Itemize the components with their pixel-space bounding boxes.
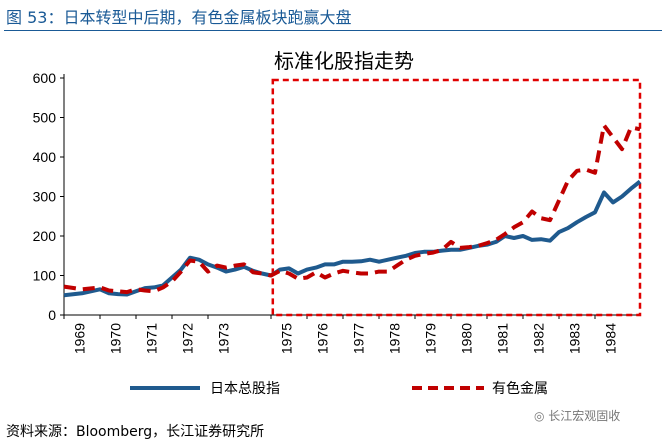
x-tick-label: 1978	[387, 323, 403, 354]
x-tick-label: 1980	[459, 323, 475, 354]
legend-label-japan-index: 日本总股指	[210, 381, 280, 397]
watermark-label: 长江宏观固收	[548, 409, 621, 423]
x-tick-labels: 1969 1970 1971 1972 1973 1975 1976 1977 1978 1979…	[72, 323, 619, 354]
legend-label-nonferrous: 有色金属	[492, 380, 548, 397]
x-tick-label: 1983	[567, 323, 583, 354]
y-tick-label: 100	[33, 268, 57, 284]
x-tick-label: 1969	[72, 323, 88, 354]
x-tick-label: 1982	[531, 323, 547, 354]
axes	[60, 74, 640, 319]
y-tick-labels: 0 100 200 300 400 500 600	[33, 70, 57, 323]
x-tick-label: 1984	[603, 323, 619, 354]
y-tick-label: 200	[33, 228, 57, 244]
x-tick-label: 1981	[495, 323, 511, 354]
chart-title: 标准化股指走势	[274, 49, 414, 73]
series-line-nonferrous	[63, 123, 641, 295]
title-divider	[4, 30, 662, 31]
x-tick-label: 1977	[351, 323, 367, 354]
legend: 日本总股指 有色金属	[130, 380, 548, 397]
series-line-japan-index	[63, 179, 642, 298]
y-tick-label: 500	[33, 110, 57, 126]
y-tick-label: 0	[48, 307, 56, 323]
x-tick-label: 1972	[180, 323, 196, 354]
series-lines	[63, 123, 642, 298]
watermark-text: ◎ 长江宏观固收	[534, 407, 620, 424]
figure-title: 图 53：日本转型中后期，有色金属板块跑赢大盘	[6, 8, 352, 27]
x-tick-label: 1976	[315, 323, 331, 354]
x-tick-label: 1971	[144, 323, 160, 354]
x-tick-label: 1970	[108, 323, 124, 354]
highlight-region	[271, 78, 642, 317]
source-note: 资料来源：Bloomberg，长江证券研究所	[6, 424, 265, 440]
y-tick-label: 600	[33, 70, 57, 86]
x-tick-label: 1975	[279, 323, 295, 354]
x-tick-label: 1973	[216, 323, 232, 354]
x-tick-label: 1979	[423, 323, 439, 354]
y-tick-label: 400	[33, 149, 57, 165]
y-tick-label: 300	[33, 189, 57, 205]
wechat-icon: ◎	[534, 409, 549, 423]
